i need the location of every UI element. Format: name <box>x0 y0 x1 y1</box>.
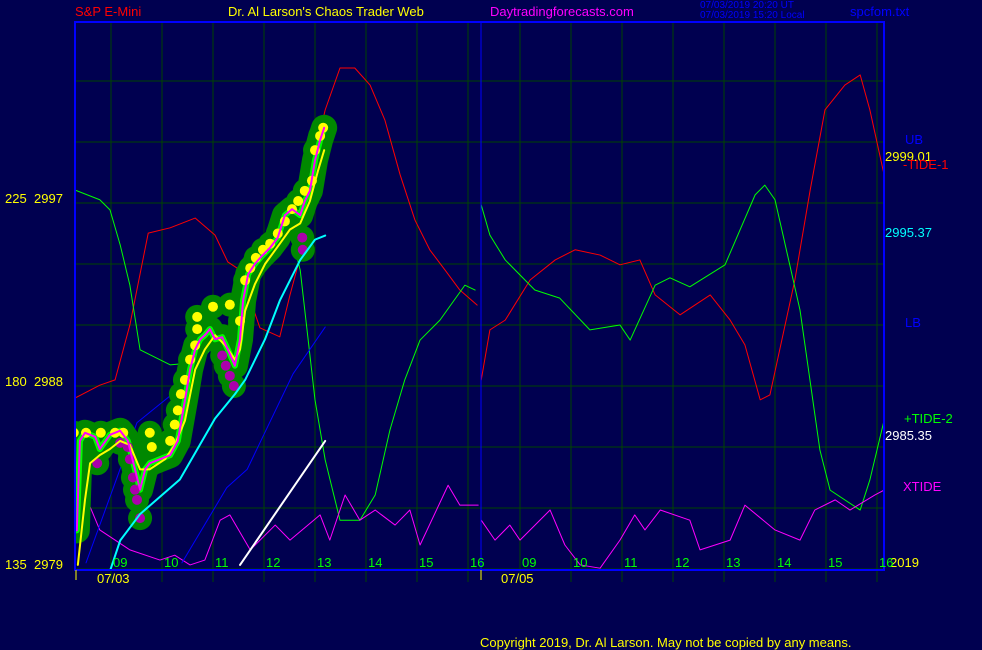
timestamp-local: 07/03/2019 15:20 Local <box>700 10 805 21</box>
high-dot <box>146 441 157 452</box>
x-tick-label: 11 <box>215 555 229 570</box>
x-tick-label: 11 <box>624 555 638 570</box>
low-dot <box>217 350 228 361</box>
label-last-price: 2999.01 <box>885 149 932 164</box>
high-dot <box>144 427 155 438</box>
date-label-day2: 07/05 <box>501 571 534 586</box>
x-tick-label: 12 <box>266 555 281 570</box>
data-file: spcfom.txt <box>850 4 910 19</box>
white-line <box>239 439 327 566</box>
y-label-osc-135: 135 <box>5 557 27 572</box>
date-label-day1: 07/03 <box>97 571 130 586</box>
high-dot <box>265 238 276 249</box>
high-dot <box>75 427 79 438</box>
x-tick-label: 09 <box>113 555 128 570</box>
site-link[interactable]: Daytradingforecasts.com <box>490 4 634 19</box>
lower-band-line <box>109 234 327 570</box>
label-tide2-value: 2985.35 <box>885 428 932 443</box>
low-dot <box>132 494 143 505</box>
low-dot <box>135 513 146 524</box>
price-line <box>75 126 326 532</box>
chart-title: Dr. Al Larson's Chaos Trader Web <box>228 4 424 19</box>
x-tick-label: 09 <box>522 555 537 570</box>
y-label-osc-225: 225 <box>5 191 27 206</box>
label-tide2: +TIDE-2 <box>904 411 953 426</box>
low-dot <box>220 360 231 371</box>
x-tick-label: 13 <box>726 555 741 570</box>
high-dot <box>299 185 310 196</box>
xtide-line <box>480 489 884 569</box>
x-tick-label: 16 <box>470 555 485 570</box>
timestamp-ut: 07/03/2019 20:20 UT <box>700 0 794 11</box>
copyright: Copyright 2019, Dr. Al Larson. May not b… <box>480 635 852 650</box>
x-tick-label: 10 <box>573 555 588 570</box>
label-xtide: XTIDE <box>903 479 942 494</box>
chart-symbol: S&P E-Mini <box>75 4 142 19</box>
x-tick-label: 16 <box>879 555 894 570</box>
x-tick-label: 15 <box>419 555 434 570</box>
high-dot <box>172 405 183 416</box>
y-label-price-2988: 2988 <box>34 374 63 389</box>
low-dot <box>92 458 103 469</box>
high-dot <box>165 435 176 446</box>
label-tide1: -TIDE-1 <box>903 157 949 172</box>
blue-line-1 <box>85 391 176 564</box>
close-average-line <box>76 149 326 566</box>
low-dot <box>129 484 140 495</box>
x-tick-label: 14 <box>777 555 792 570</box>
tide2-line <box>480 184 884 511</box>
y-label-price-2979: 2979 <box>34 557 63 572</box>
plot-frame <box>74 21 885 571</box>
high-dot <box>95 427 106 438</box>
high-dot <box>192 311 203 322</box>
label-year: 2019 <box>890 555 919 570</box>
x-tick-label: 12 <box>675 555 690 570</box>
x-tick-label: 10 <box>164 555 179 570</box>
high-dot <box>293 195 304 206</box>
high-dot <box>175 389 186 400</box>
high-dot <box>224 299 235 310</box>
high-dot <box>169 419 180 430</box>
x-tick-label: 15 <box>828 555 843 570</box>
xtide-line <box>75 469 479 566</box>
plot-area <box>75 67 884 570</box>
label-ub: UB <box>905 132 924 147</box>
low-dot <box>297 232 308 243</box>
label-lower-band-value: 2995.37 <box>885 225 932 240</box>
x-tick-label: 13 <box>317 555 332 570</box>
y-label-price-2997: 2997 <box>34 191 63 206</box>
high-dot <box>208 301 218 312</box>
low-dot <box>224 370 235 381</box>
tide1-line <box>75 67 478 399</box>
blue-line-2 <box>181 326 326 564</box>
high-dot <box>192 324 203 335</box>
tide1-line <box>480 74 884 401</box>
x-tick-label: 14 <box>368 555 383 570</box>
low-dot <box>228 381 239 391</box>
y-label-osc-180: 180 <box>5 374 27 389</box>
low-dot <box>115 437 126 448</box>
label-lb: LB <box>905 315 921 330</box>
